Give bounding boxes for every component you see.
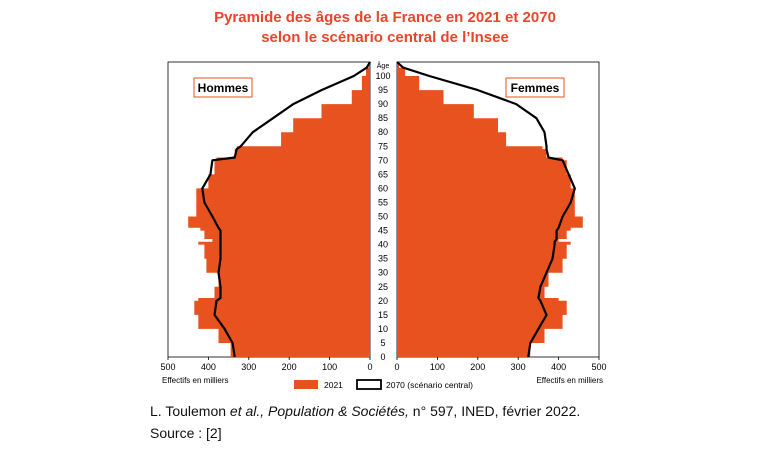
men-x-tick-label: 300 [241,362,256,372]
caption-details: n° 597, INED, février 2022. [408,403,581,419]
legend-2070-swatch [356,379,382,390]
age-tick-label: 5 [380,338,385,348]
men-x-tick-label: 200 [282,362,297,372]
men-2021-bars [188,62,370,357]
age-tick-label: 35 [378,254,388,264]
caption-journal: et al., Population & Sociétés, [229,403,409,419]
women-2070-outline [396,61,576,358]
age-tick-label: 10 [378,324,388,334]
caption-source: Source : [2] [150,425,222,441]
men-x-tick-label: 100 [322,362,337,372]
men-x-tick-label: 0 [367,362,372,372]
age-tick-label: 55 [378,197,388,207]
age-tick-label: 30 [378,268,388,278]
men-x-axis-label: Effectifs en milliers [162,376,229,385]
age-tick-label: 95 [378,85,388,95]
legend-2021-label: 2021 [324,380,343,390]
age-tick-label: 75 [378,141,388,151]
age-tick-label: 100 [375,71,390,81]
age-tick-label: 20 [378,296,388,306]
age-tick-label: 85 [378,113,388,123]
legend-2021-swatch [294,380,318,389]
age-tick-label: 50 [378,212,388,222]
men-label-box [193,77,253,98]
age-tick-label: 80 [378,127,388,137]
men-x-tick-label: 400 [201,362,216,372]
age-tick-label: 15 [378,310,388,320]
age-tick-label: 65 [378,169,388,179]
age-tick-label: 25 [378,282,388,292]
men-label: Hommes [198,81,249,95]
age-tick-label: 0 [380,352,385,362]
caption-authors: L. Toulemon [150,403,230,419]
women-x-tick-label: 500 [591,362,606,372]
chart-title-line2: selon le scénario central de l’Insee [261,29,509,46]
men-2070-outline [201,61,371,358]
age-tick-label: 45 [378,226,388,236]
age-tick-label: 40 [378,240,388,250]
women-x-tick-label: 200 [470,362,485,372]
age-tick-label: 70 [378,155,388,165]
age-tick-label: 60 [378,183,388,193]
caption-citation: L. Toulemon et al., Population & Société… [150,403,580,419]
age-axis-label: Âge [377,61,390,70]
men-x-tick-label: 500 [160,362,175,372]
women-x-axis-label: Effectifs en milliers [536,376,603,385]
women-2021-bars [397,62,583,357]
women-x-tick-label: 300 [511,362,526,372]
women-x-tick-label: 100 [430,362,445,372]
chart-title-line1: Pyramide des âges de la France en 2021 e… [214,9,556,26]
age-tick-label: 90 [378,99,388,109]
women-label: Femmes [511,81,560,95]
women-x-tick-label: 0 [394,362,399,372]
legend-2070-label: 2070 (scénario central) [386,380,473,390]
women-label-box [505,77,565,98]
women-x-tick-label: 400 [551,362,566,372]
